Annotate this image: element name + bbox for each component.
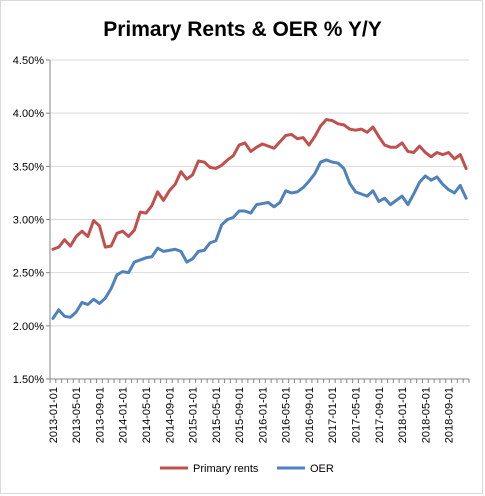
series-line-primary-rents [51, 118, 468, 251]
legend-label: Primary rents [193, 463, 259, 475]
x-tick-label: 2016-01-01 [257, 387, 269, 443]
x-tick-label: 2016-09-01 [304, 387, 316, 443]
series-line-oer [51, 158, 468, 320]
y-tick-label: 3.50% [13, 161, 44, 173]
x-tick-label: 2018-05-01 [420, 387, 432, 443]
x-tick-label: 2014-01-01 [118, 387, 130, 443]
x-tick-label: 2013-05-01 [71, 387, 83, 443]
legend-label: OER [310, 463, 334, 475]
y-tick-label: 2.00% [13, 321, 44, 333]
x-tick-label: 2017-05-01 [351, 387, 363, 443]
x-tick-label: 2014-09-01 [164, 387, 176, 443]
x-tick-label: 2017-09-01 [374, 387, 386, 443]
axis-layer: 1.50% 2.00% 2.50% 3.00% 3.50% 4.00% 4.50% 2013-… [13, 55, 470, 443]
x-tick-label: 2018-01-01 [397, 387, 409, 443]
y-tick-label: 1.50% [13, 374, 44, 386]
x-tick-label: 2017-01-01 [327, 387, 339, 443]
x-tick-label: 2013-09-01 [94, 387, 106, 443]
legend: Primary rents OER [160, 463, 334, 475]
x-tick-label: 2015-01-01 [188, 387, 200, 443]
x-tick-label: 2018-09-01 [444, 387, 456, 443]
chart-title: Primary Rents & OER % Y/Y [103, 18, 382, 41]
x-tick-label: 2015-05-01 [211, 387, 223, 443]
y-tick-label: 3.00% [13, 215, 44, 227]
x-tick-label: 2014-05-01 [141, 387, 153, 443]
grid-layer [50, 59, 469, 380]
x-tick-label: 2016-05-01 [281, 387, 293, 443]
x-tick-label: 2015-09-01 [234, 387, 246, 443]
x-tick-label: 2013-01-01 [48, 387, 60, 443]
y-tick-label: 4.50% [13, 55, 44, 67]
y-tick-label: 4.00% [13, 108, 44, 120]
y-tick-label: 2.50% [13, 268, 44, 280]
series-layer [51, 118, 468, 320]
